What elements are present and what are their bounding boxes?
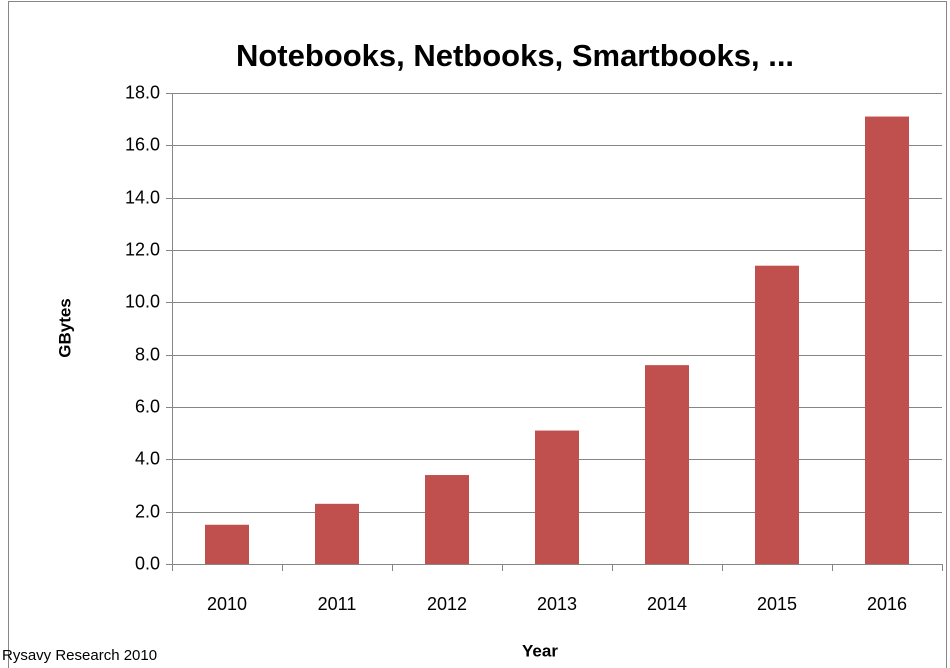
chart-title: Notebooks, Netbooks, Smartbooks, ... xyxy=(236,38,794,73)
bar xyxy=(755,265,799,564)
bar xyxy=(865,116,909,565)
footnote: Rysavy Research 2010 xyxy=(2,647,157,664)
bar xyxy=(425,475,469,564)
bar xyxy=(205,524,249,564)
bar xyxy=(645,365,689,564)
y-tick-label: 12.0 xyxy=(125,239,160,259)
y-tick-label: 6.0 xyxy=(135,396,160,416)
chart-frame xyxy=(8,1,947,668)
x-tick-label: 2011 xyxy=(318,594,357,614)
bar xyxy=(315,503,359,564)
y-tick-label: 4.0 xyxy=(135,448,160,468)
y-tick-label: 10.0 xyxy=(125,291,160,311)
x-tick-label: 2015 xyxy=(757,594,797,614)
y-axis-label: GBytes xyxy=(55,298,74,358)
x-axis-label: Year xyxy=(522,641,558,660)
y-tick-label: 14.0 xyxy=(125,187,160,207)
x-tick-label: 2012 xyxy=(427,594,467,614)
x-tick-label: 2014 xyxy=(647,594,687,614)
y-tick-label: 16.0 xyxy=(125,134,160,154)
y-tick-label: 18.0 xyxy=(125,82,160,102)
y-tick-label: 8.0 xyxy=(135,344,160,364)
y-tick-label: 2.0 xyxy=(135,501,160,521)
x-tick-label: 2013 xyxy=(537,594,577,614)
x-tick-label: 2016 xyxy=(867,594,907,614)
y-tick-label: 0.0 xyxy=(135,553,160,573)
x-tick-label: 2010 xyxy=(207,594,247,614)
bar xyxy=(535,430,579,564)
